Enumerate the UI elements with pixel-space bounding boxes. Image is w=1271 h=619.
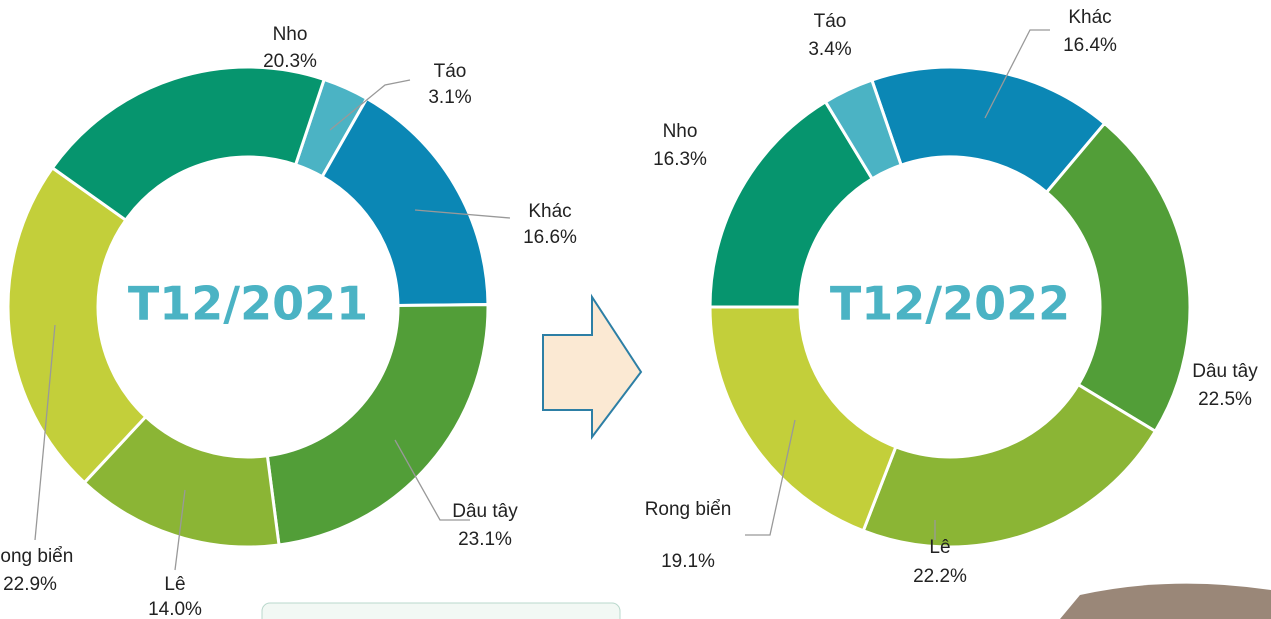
slice-value: 3.1% <box>428 87 471 108</box>
arrow <box>542 293 643 440</box>
slice-value: 22.5% <box>1198 389 1252 410</box>
donut-slice <box>823 78 904 181</box>
slice-value: 16.6% <box>523 227 577 248</box>
slice-label: Khác <box>1068 7 1111 28</box>
slice-label: Lê <box>929 537 950 558</box>
leader-line <box>745 419 796 536</box>
leader-line <box>984 29 1050 119</box>
slice-label: Dâu tây <box>1192 361 1258 382</box>
slice-label: Dâu tây <box>452 501 518 522</box>
slice-label: Khác <box>528 201 571 222</box>
leader-line <box>329 79 411 131</box>
slice-label: Rong biển <box>0 546 73 567</box>
donut-slice <box>6 165 148 485</box>
image-thumbnail <box>261 602 621 619</box>
image-thumbnail <box>1060 583 1271 619</box>
slice-label: Nho <box>663 121 698 142</box>
slice-value: 19.1% <box>661 551 715 572</box>
slice-value: 20.3% <box>263 51 317 72</box>
slice-label: Lê <box>164 574 185 595</box>
donut-slice <box>265 303 490 547</box>
donut-slice <box>861 382 1158 549</box>
slice-value: 16.4% <box>1063 35 1117 56</box>
leader-line <box>34 324 56 541</box>
slice-label: Táo <box>434 61 467 82</box>
slice-label: Nho <box>273 24 308 45</box>
center-label: T12/2022 <box>830 277 1070 331</box>
donut-slice <box>50 65 327 223</box>
leader-line <box>394 439 470 521</box>
slice-label: Rong biển <box>645 499 732 520</box>
slice-value: 3.4% <box>808 39 851 60</box>
slice-label: Táo <box>814 11 847 32</box>
center-label: T12/2021 <box>128 277 368 331</box>
donut-slice <box>708 305 898 533</box>
leader-line <box>414 209 511 219</box>
donut-slice <box>1044 121 1192 434</box>
slice-value: 22.9% <box>3 574 57 595</box>
slice-value: 14.0% <box>148 599 202 619</box>
slice-value: 23.1% <box>458 529 512 550</box>
slice-value: 22.2% <box>913 566 967 587</box>
leader-line <box>174 489 186 571</box>
slice-value: 16.3% <box>653 149 707 170</box>
